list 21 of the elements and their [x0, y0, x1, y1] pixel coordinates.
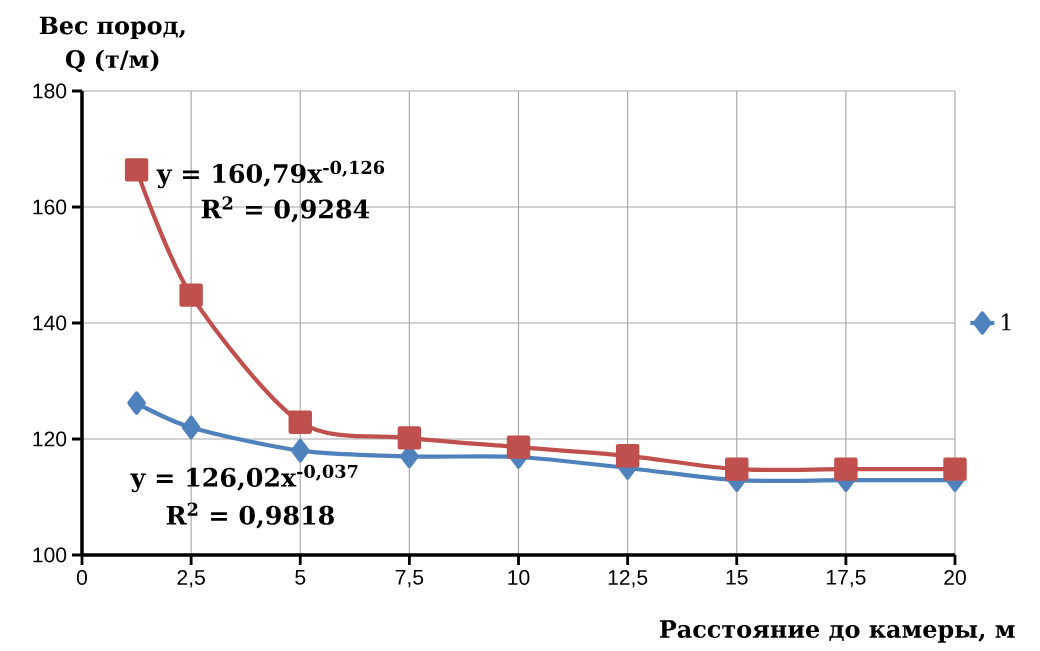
- y-tick-label: 160: [33, 199, 67, 215]
- x-tick-label: 10: [508, 569, 530, 585]
- x-axis-title: Расстояние до камеры, м: [659, 620, 1015, 643]
- annotation: y = 126,02x$^{-0,037}$: [130, 464, 358, 493]
- x-tick-label: 17,5: [826, 569, 866, 588]
- x-tick-label: 7,5: [395, 569, 424, 588]
- y-tick-label: 100: [33, 547, 67, 563]
- x-tick-label: 0: [76, 569, 88, 585]
- annotation: R$^{2}$ = 0,9284: [201, 196, 370, 223]
- annotation: R$^{2}$ = 0,9818: [166, 502, 334, 529]
- legend-label: 1: [1002, 313, 1011, 331]
- x-tick-label: 15: [726, 569, 748, 585]
- x-tick-label: 12,5: [608, 569, 648, 588]
- y-tick-label: 180: [33, 83, 67, 99]
- y-axis-title: Вес пород, Q (т/м): [39, 16, 185, 73]
- x-tick-label: 2,5: [177, 569, 205, 588]
- x-tick-label: 5: [295, 569, 306, 585]
- annotation: y = 160,79x$^{-0,126}$: [156, 160, 385, 189]
- y-tick-label: 140: [33, 315, 67, 331]
- y-tick-label: 120: [33, 431, 67, 447]
- x-tick-label: 20: [944, 569, 966, 585]
